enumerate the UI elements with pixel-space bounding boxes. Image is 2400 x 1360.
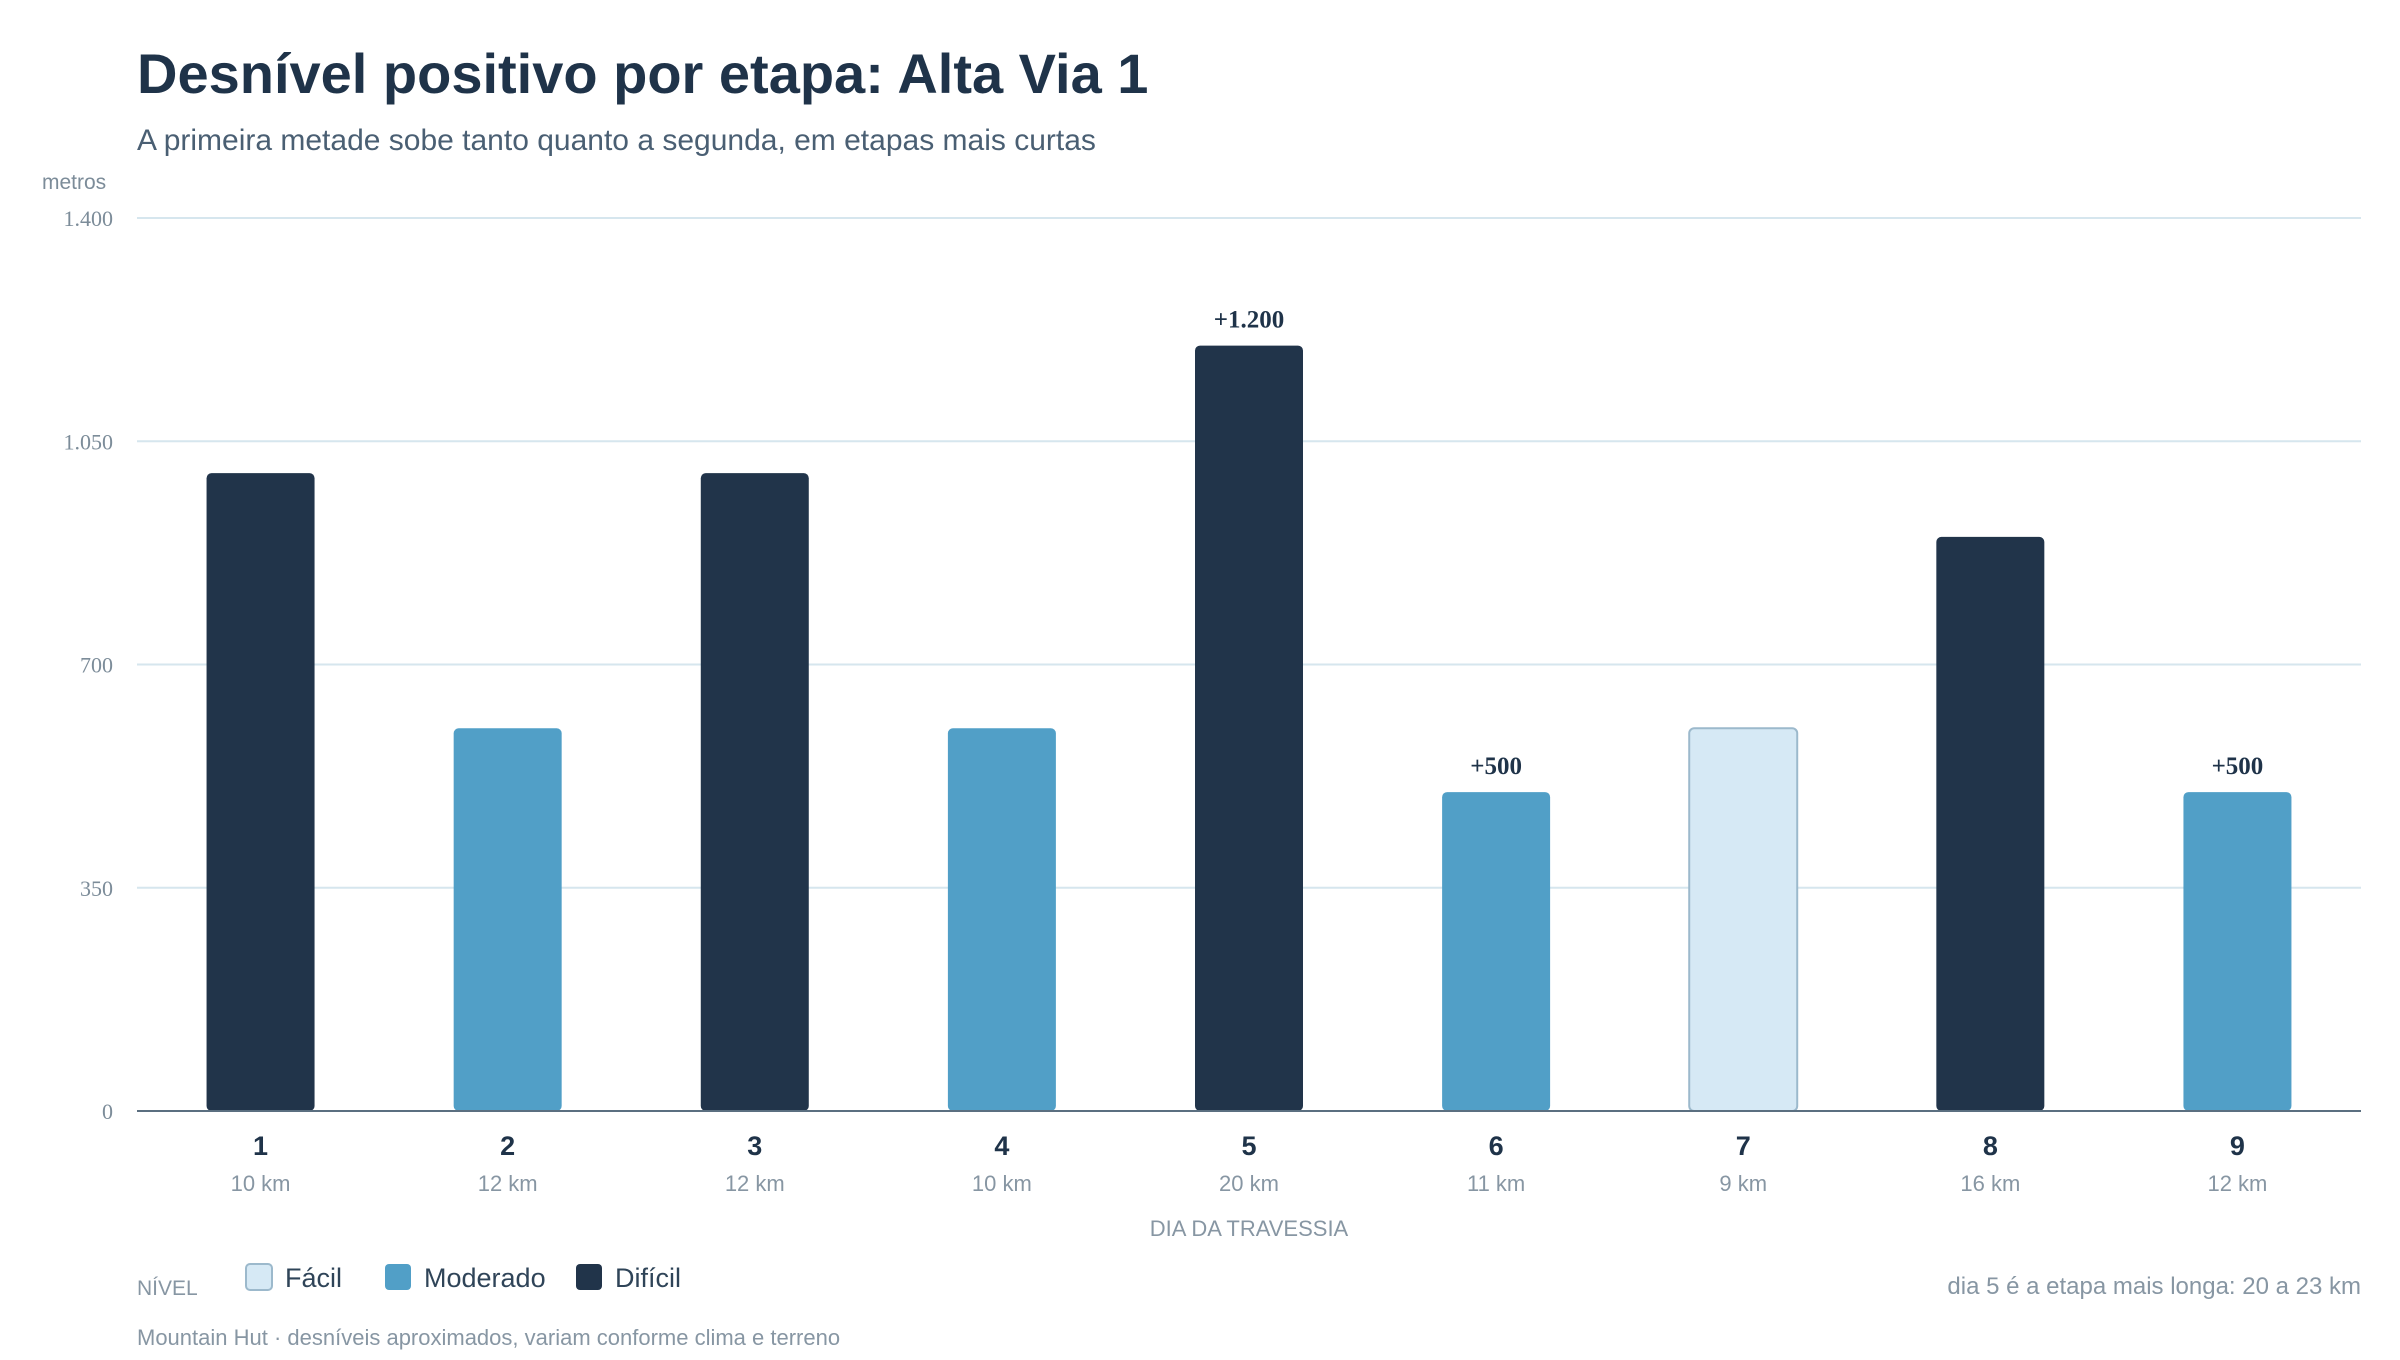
source-note: Mountain Hut · desníveis aproximados, va… [137,1325,840,1350]
x-tick-label: 6 [1489,1131,1504,1161]
bar-1 [206,473,315,1112]
bar-6 [1442,792,1551,1111]
x-tick-label: 9 [2230,1131,2245,1161]
x-axis-labels: 1 10 km 2 12 km 3 12 km 4 10 km 5 20 km 6 11 km 7 9 k… [231,1131,2268,1196]
y-tick-label: 350 [80,876,113,901]
legend-label: Difícil [615,1263,681,1293]
y-tick-label: 700 [80,653,113,678]
legend-label: Moderado [424,1263,546,1293]
x-tick-sublabel: 16 km [1960,1171,2020,1196]
y-axis-label: metros [42,171,106,194]
x-tick-sublabel: 20 km [1219,1171,1279,1196]
legend-swatch [576,1264,602,1290]
x-tick-label: 7 [1736,1131,1751,1161]
x-tick-sublabel: 11 km [1467,1171,1525,1196]
chart-subtitle: A primeira metade sobe tanto quanto a se… [137,124,1096,157]
bar-9 [2183,792,2292,1111]
bars: +1.200 +500 +500 [206,307,2292,1112]
x-tick-label: 1 [253,1131,268,1161]
legend-swatch [385,1264,411,1290]
bar-8 [1936,536,2045,1111]
data-label: +500 [2212,753,2264,780]
y-tick-label: 0 [102,1099,113,1124]
x-tick-label: 5 [1241,1131,1256,1161]
x-axis-title: DIA DA TRAVESSIA [1150,1216,1349,1241]
data-label: +1.200 [1214,307,1285,334]
bar-4 [947,728,1056,1111]
legend-label: Fácil [285,1263,342,1293]
data-label: +500 [1470,753,1522,780]
x-tick-label: 2 [500,1131,515,1161]
bar-5 [1195,345,1303,1112]
bar-3 [700,473,809,1112]
x-tick-sublabel: 12 km [725,1171,785,1196]
x-tick-sublabel: 9 km [1719,1171,1767,1196]
x-tick-sublabel: 10 km [231,1171,291,1196]
x-tick-label: 4 [994,1131,1009,1161]
x-tick-sublabel: 12 km [478,1171,538,1196]
x-tick-sublabel: 10 km [972,1171,1032,1196]
bar-7 [1688,727,1799,1112]
x-tick-label: 8 [1983,1131,1998,1161]
y-tick-label: 1.050 [64,429,114,454]
bar-2 [453,728,562,1111]
legend: NÍVEL Fácil Moderado Difícil [137,1263,681,1300]
chart-title: Desnível positivo por etapa: Alta Via 1 [137,42,1148,105]
x-tick-label: 3 [747,1131,762,1161]
legend-swatch [245,1263,273,1291]
chart-annotation: dia 5 é a etapa mais longa: 20 a 23 km [1947,1273,2361,1300]
y-tick-label: 1.400 [64,206,114,231]
legend-title: NÍVEL [137,1277,198,1300]
x-tick-sublabel: 12 km [2207,1171,2267,1196]
